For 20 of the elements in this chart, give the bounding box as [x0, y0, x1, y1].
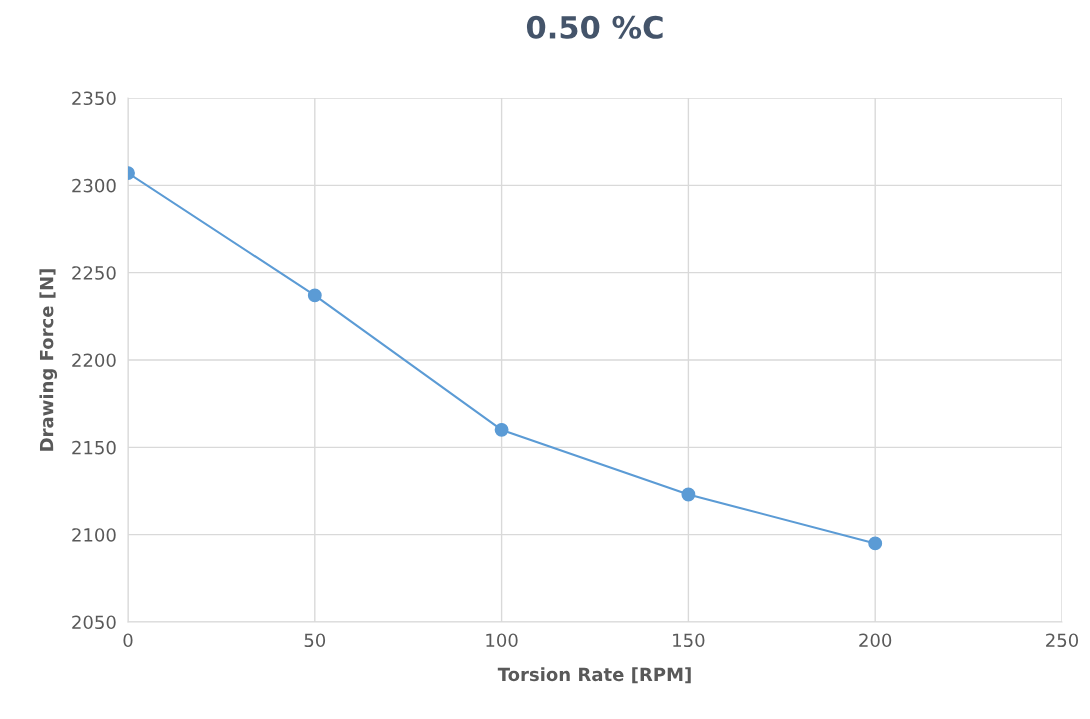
chart-title: 0.50 %C — [526, 15, 663, 39]
point — [681, 487, 696, 502]
y-tick-label: 2250 — [72, 266, 116, 280]
y-tick-label: 2300 — [72, 178, 116, 193]
x-axis-title: Torsion Rate [RPM] — [497, 667, 691, 684]
x-tick-label: 150 — [673, 633, 705, 648]
y-tick-label: 2200 — [72, 353, 116, 368]
x-tick-label: 0 — [123, 633, 133, 648]
x-tick-label: 250 — [1046, 633, 1079, 648]
y-tick-label: 2350 — [72, 91, 116, 106]
x-tick-label: 50 — [304, 633, 326, 648]
point — [868, 536, 883, 551]
y-tick-label: 2150 — [72, 440, 116, 455]
y-axis-title: Drawing Force [N] — [39, 269, 58, 451]
y-tick-label: 2100 — [72, 528, 116, 542]
point — [307, 288, 322, 303]
y-tick-label: 2050 — [72, 615, 116, 630]
x-tick-label: 100 — [486, 633, 518, 648]
point — [494, 422, 509, 437]
x-tick-label: 200 — [859, 633, 892, 648]
